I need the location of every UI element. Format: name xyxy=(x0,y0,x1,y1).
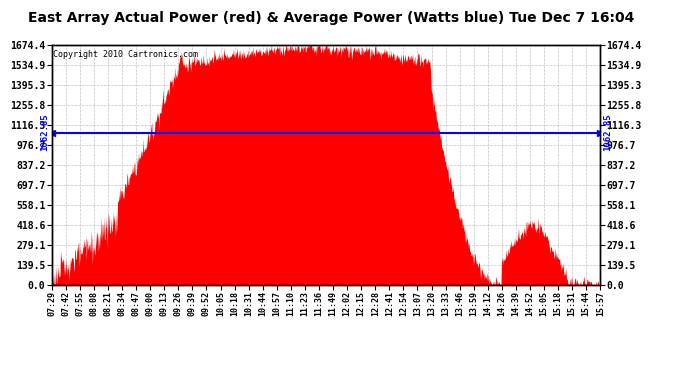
Text: Copyright 2010 Cartronics.com: Copyright 2010 Cartronics.com xyxy=(53,50,199,59)
Text: 1062.85: 1062.85 xyxy=(40,114,49,152)
Text: 1062.85: 1062.85 xyxy=(603,114,612,152)
Text: East Array Actual Power (red) & Average Power (Watts blue) Tue Dec 7 16:04: East Array Actual Power (red) & Average … xyxy=(28,11,634,25)
